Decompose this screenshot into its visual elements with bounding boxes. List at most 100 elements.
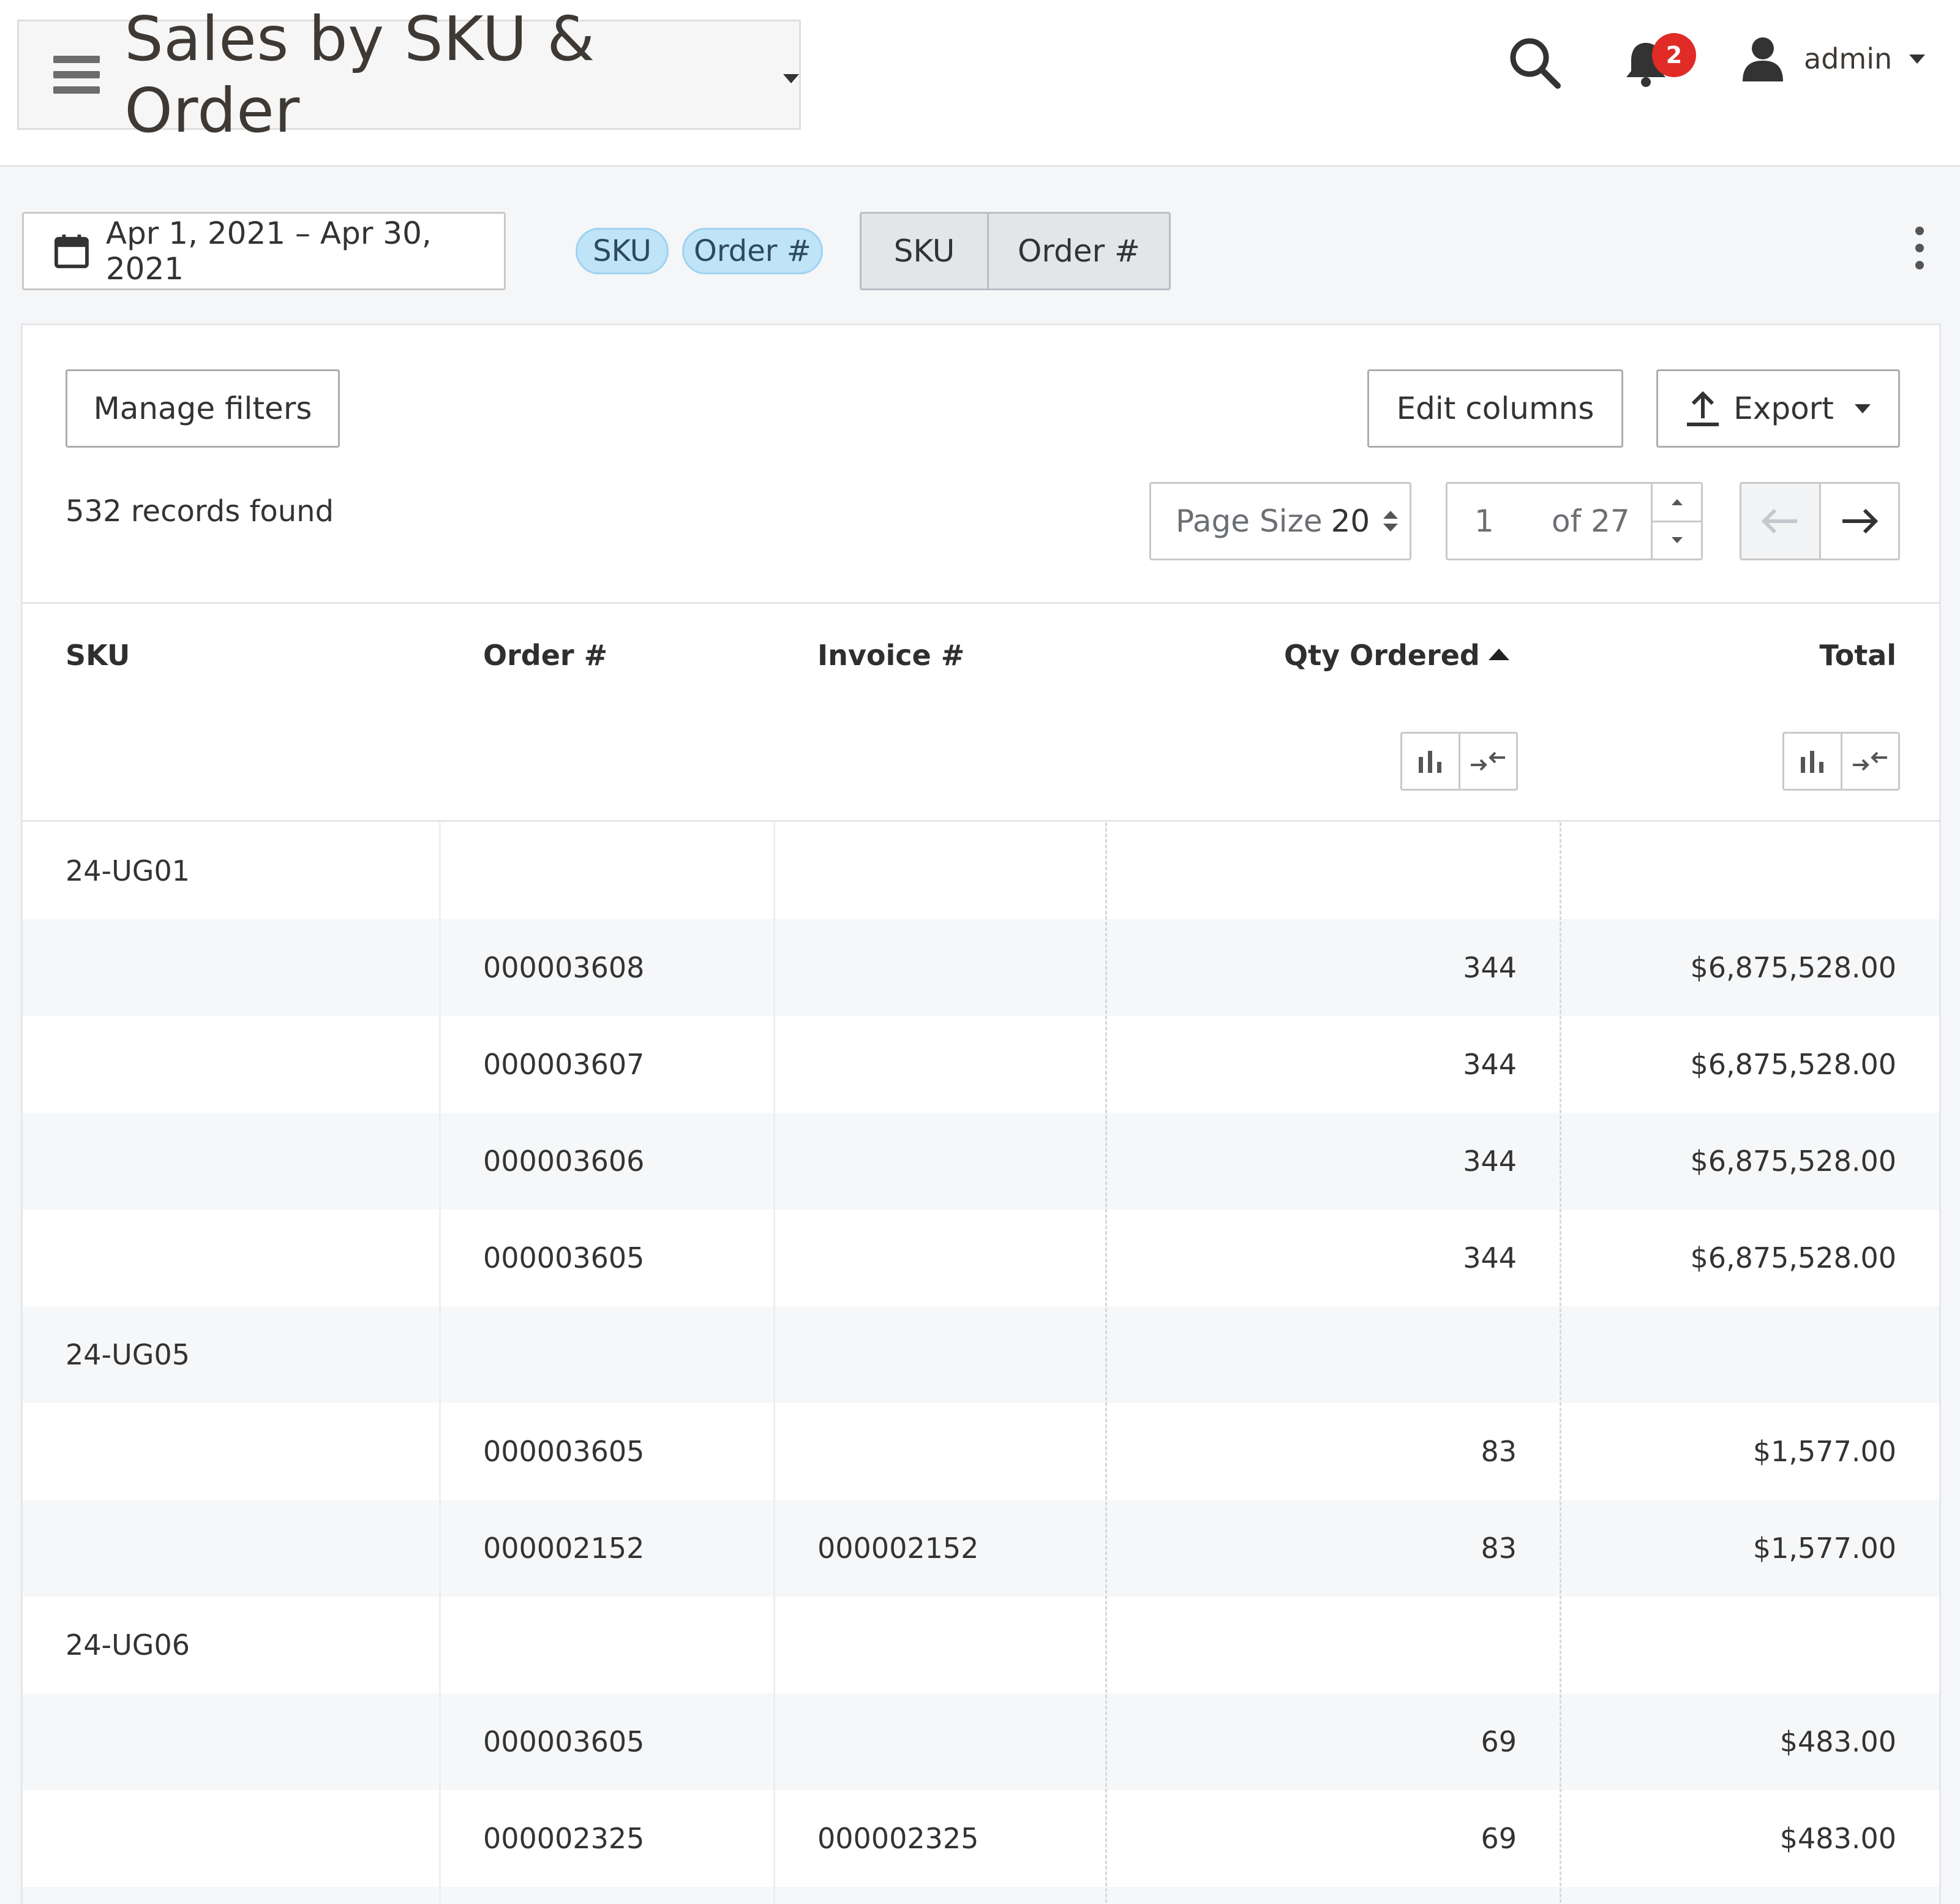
export-button[interactable]: Export bbox=[1656, 369, 1900, 448]
table-body: 24-UG01 000003608 344 $6,875,528.00 00000360… bbox=[23, 822, 1939, 1904]
top-bar: Sales by SKU & Order 2 admin bbox=[0, 0, 1960, 167]
column-header-qty-ordered[interactable]: Qty Ordered bbox=[1284, 639, 1480, 672]
total-cell: $6,875,528.00 bbox=[1690, 951, 1896, 984]
chevron-down-icon bbox=[1909, 54, 1926, 64]
sku-cell: 24-UG06 bbox=[66, 1628, 190, 1661]
total-cell: $6,875,528.00 bbox=[1690, 1241, 1896, 1274]
qty-aggregate-controls bbox=[1400, 732, 1518, 791]
search-icon[interactable] bbox=[1506, 34, 1563, 91]
notification-badge: 2 bbox=[1652, 33, 1696, 77]
order-cell: 000003608 bbox=[483, 951, 645, 984]
order-cell: 000003607 bbox=[483, 1048, 645, 1081]
qty-cell: 83 bbox=[1481, 1532, 1517, 1565]
export-label: Export bbox=[1733, 391, 1834, 426]
chevron-down-icon bbox=[783, 73, 799, 83]
records-count: 532 records found bbox=[66, 494, 334, 529]
chevron-down-icon bbox=[1671, 537, 1683, 544]
current-page[interactable]: 1 bbox=[1474, 503, 1494, 539]
order-cell: 000003605 bbox=[483, 1241, 645, 1274]
group-row: 24-UG06 bbox=[23, 1597, 1939, 1693]
date-range-picker[interactable]: Apr 1, 2021 – Apr 30, 2021 bbox=[22, 212, 506, 290]
qty-cell: 344 bbox=[1463, 951, 1517, 984]
page-increment-button[interactable] bbox=[1653, 484, 1701, 522]
group-pill-order[interactable]: Order # bbox=[682, 228, 823, 274]
table-row: 000002152 000002152 83 $1,577.00 bbox=[23, 1500, 1939, 1597]
page-total: of 27 bbox=[1552, 503, 1630, 539]
report-panel: Manage filters Edit columns Export 532 r… bbox=[21, 323, 1941, 1904]
bar-chart-icon[interactable] bbox=[1784, 734, 1842, 789]
column-header-total[interactable]: Total bbox=[1819, 639, 1896, 672]
qty-cell: 344 bbox=[1463, 1145, 1517, 1178]
compare-arrows-icon[interactable] bbox=[1460, 734, 1517, 789]
order-cell: 000003605 bbox=[483, 1435, 645, 1468]
user-name: admin bbox=[1804, 42, 1893, 75]
sort-ascending-icon[interactable] bbox=[1489, 649, 1509, 660]
sku-cell: 24-UG01 bbox=[66, 854, 190, 887]
total-cell: $483.00 bbox=[1779, 1725, 1896, 1758]
group-pill-sku[interactable]: SKU bbox=[576, 228, 669, 274]
date-range-label: Apr 1, 2021 – Apr 30, 2021 bbox=[105, 216, 432, 287]
table-row bbox=[23, 1887, 1939, 1904]
column-header-sku[interactable]: SKU bbox=[66, 639, 130, 672]
column-header-order[interactable]: Order # bbox=[483, 639, 608, 672]
group-row: 24-UG01 bbox=[23, 822, 1939, 919]
chevron-down-icon bbox=[1854, 404, 1871, 413]
table-row: 000003605 344 $6,875,528.00 bbox=[23, 1210, 1939, 1306]
arrow-left-icon bbox=[1762, 508, 1798, 534]
grouping-toggle: SKU Order # bbox=[860, 212, 1171, 290]
compare-arrows-icon[interactable] bbox=[1842, 734, 1899, 789]
user-icon bbox=[1743, 37, 1783, 81]
edit-columns-button[interactable]: Edit columns bbox=[1367, 369, 1623, 448]
table-row: 000002325 000002325 69 $483.00 bbox=[23, 1790, 1939, 1887]
arrow-right-icon bbox=[1842, 508, 1878, 534]
segment-order[interactable]: Order # bbox=[1018, 233, 1140, 269]
upload-icon bbox=[1687, 391, 1719, 426]
table-row: 000003606 344 $6,875,528.00 bbox=[23, 1113, 1939, 1210]
more-vertical-icon[interactable] bbox=[1912, 227, 1928, 269]
total-aggregate-controls bbox=[1782, 732, 1900, 791]
page-size-value: 20 bbox=[1331, 503, 1370, 539]
user-menu[interactable]: admin bbox=[1739, 34, 1926, 83]
total-cell: $6,875,528.00 bbox=[1690, 1145, 1896, 1178]
column-divider bbox=[1560, 822, 1561, 1904]
table-row: 000003607 344 $6,875,528.00 bbox=[23, 1016, 1939, 1113]
page-size-label: Page Size bbox=[1176, 503, 1323, 539]
qty-cell: 69 bbox=[1481, 1725, 1517, 1758]
table-row: 000003605 83 $1,577.00 bbox=[23, 1403, 1939, 1500]
table-row: 000003608 344 $6,875,528.00 bbox=[23, 919, 1939, 1016]
order-cell: 000002152 bbox=[483, 1532, 645, 1565]
page-title: Sales by SKU & Order bbox=[124, 3, 595, 146]
column-divider bbox=[773, 822, 775, 1904]
pagination-arrows bbox=[1740, 482, 1900, 560]
order-cell: 000003606 bbox=[483, 1145, 645, 1178]
order-cell: 000002325 bbox=[483, 1822, 645, 1855]
group-row: 24-UG05 bbox=[23, 1306, 1939, 1403]
page-number-input[interactable]: 1 of 27 bbox=[1446, 482, 1703, 560]
sort-updown-icon bbox=[1383, 511, 1399, 532]
manage-filters-button[interactable]: Manage filters bbox=[66, 369, 340, 448]
page-decrement-button[interactable] bbox=[1653, 522, 1701, 559]
qty-cell: 344 bbox=[1463, 1048, 1517, 1081]
segment-sku[interactable]: SKU bbox=[862, 214, 989, 288]
total-cell: $6,875,528.00 bbox=[1690, 1048, 1896, 1081]
previous-page-button[interactable] bbox=[1741, 484, 1821, 559]
qty-cell: 69 bbox=[1481, 1822, 1517, 1855]
invoice-cell: 000002325 bbox=[817, 1822, 979, 1855]
total-cell: $1,577.00 bbox=[1752, 1532, 1896, 1565]
chevron-up-icon bbox=[1671, 499, 1683, 505]
column-header-invoice[interactable]: Invoice # bbox=[817, 639, 965, 672]
next-page-button[interactable] bbox=[1820, 484, 1898, 559]
order-cell: 000003605 bbox=[483, 1725, 645, 1758]
hamburger-icon[interactable] bbox=[53, 56, 100, 94]
page-size-select[interactable]: Page Size 20 bbox=[1149, 482, 1411, 560]
qty-cell: 83 bbox=[1481, 1435, 1517, 1468]
report-switcher[interactable]: Sales by SKU & Order bbox=[17, 3, 801, 146]
total-cell: $483.00 bbox=[1779, 1822, 1896, 1855]
table-row: 000003605 69 $483.00 bbox=[23, 1693, 1939, 1790]
column-divider bbox=[1105, 822, 1107, 1904]
header-divider bbox=[23, 602, 1939, 604]
column-divider bbox=[439, 822, 441, 1904]
bar-chart-icon[interactable] bbox=[1402, 734, 1460, 789]
body-divider bbox=[23, 820, 1939, 822]
page-stepper bbox=[1651, 484, 1701, 559]
